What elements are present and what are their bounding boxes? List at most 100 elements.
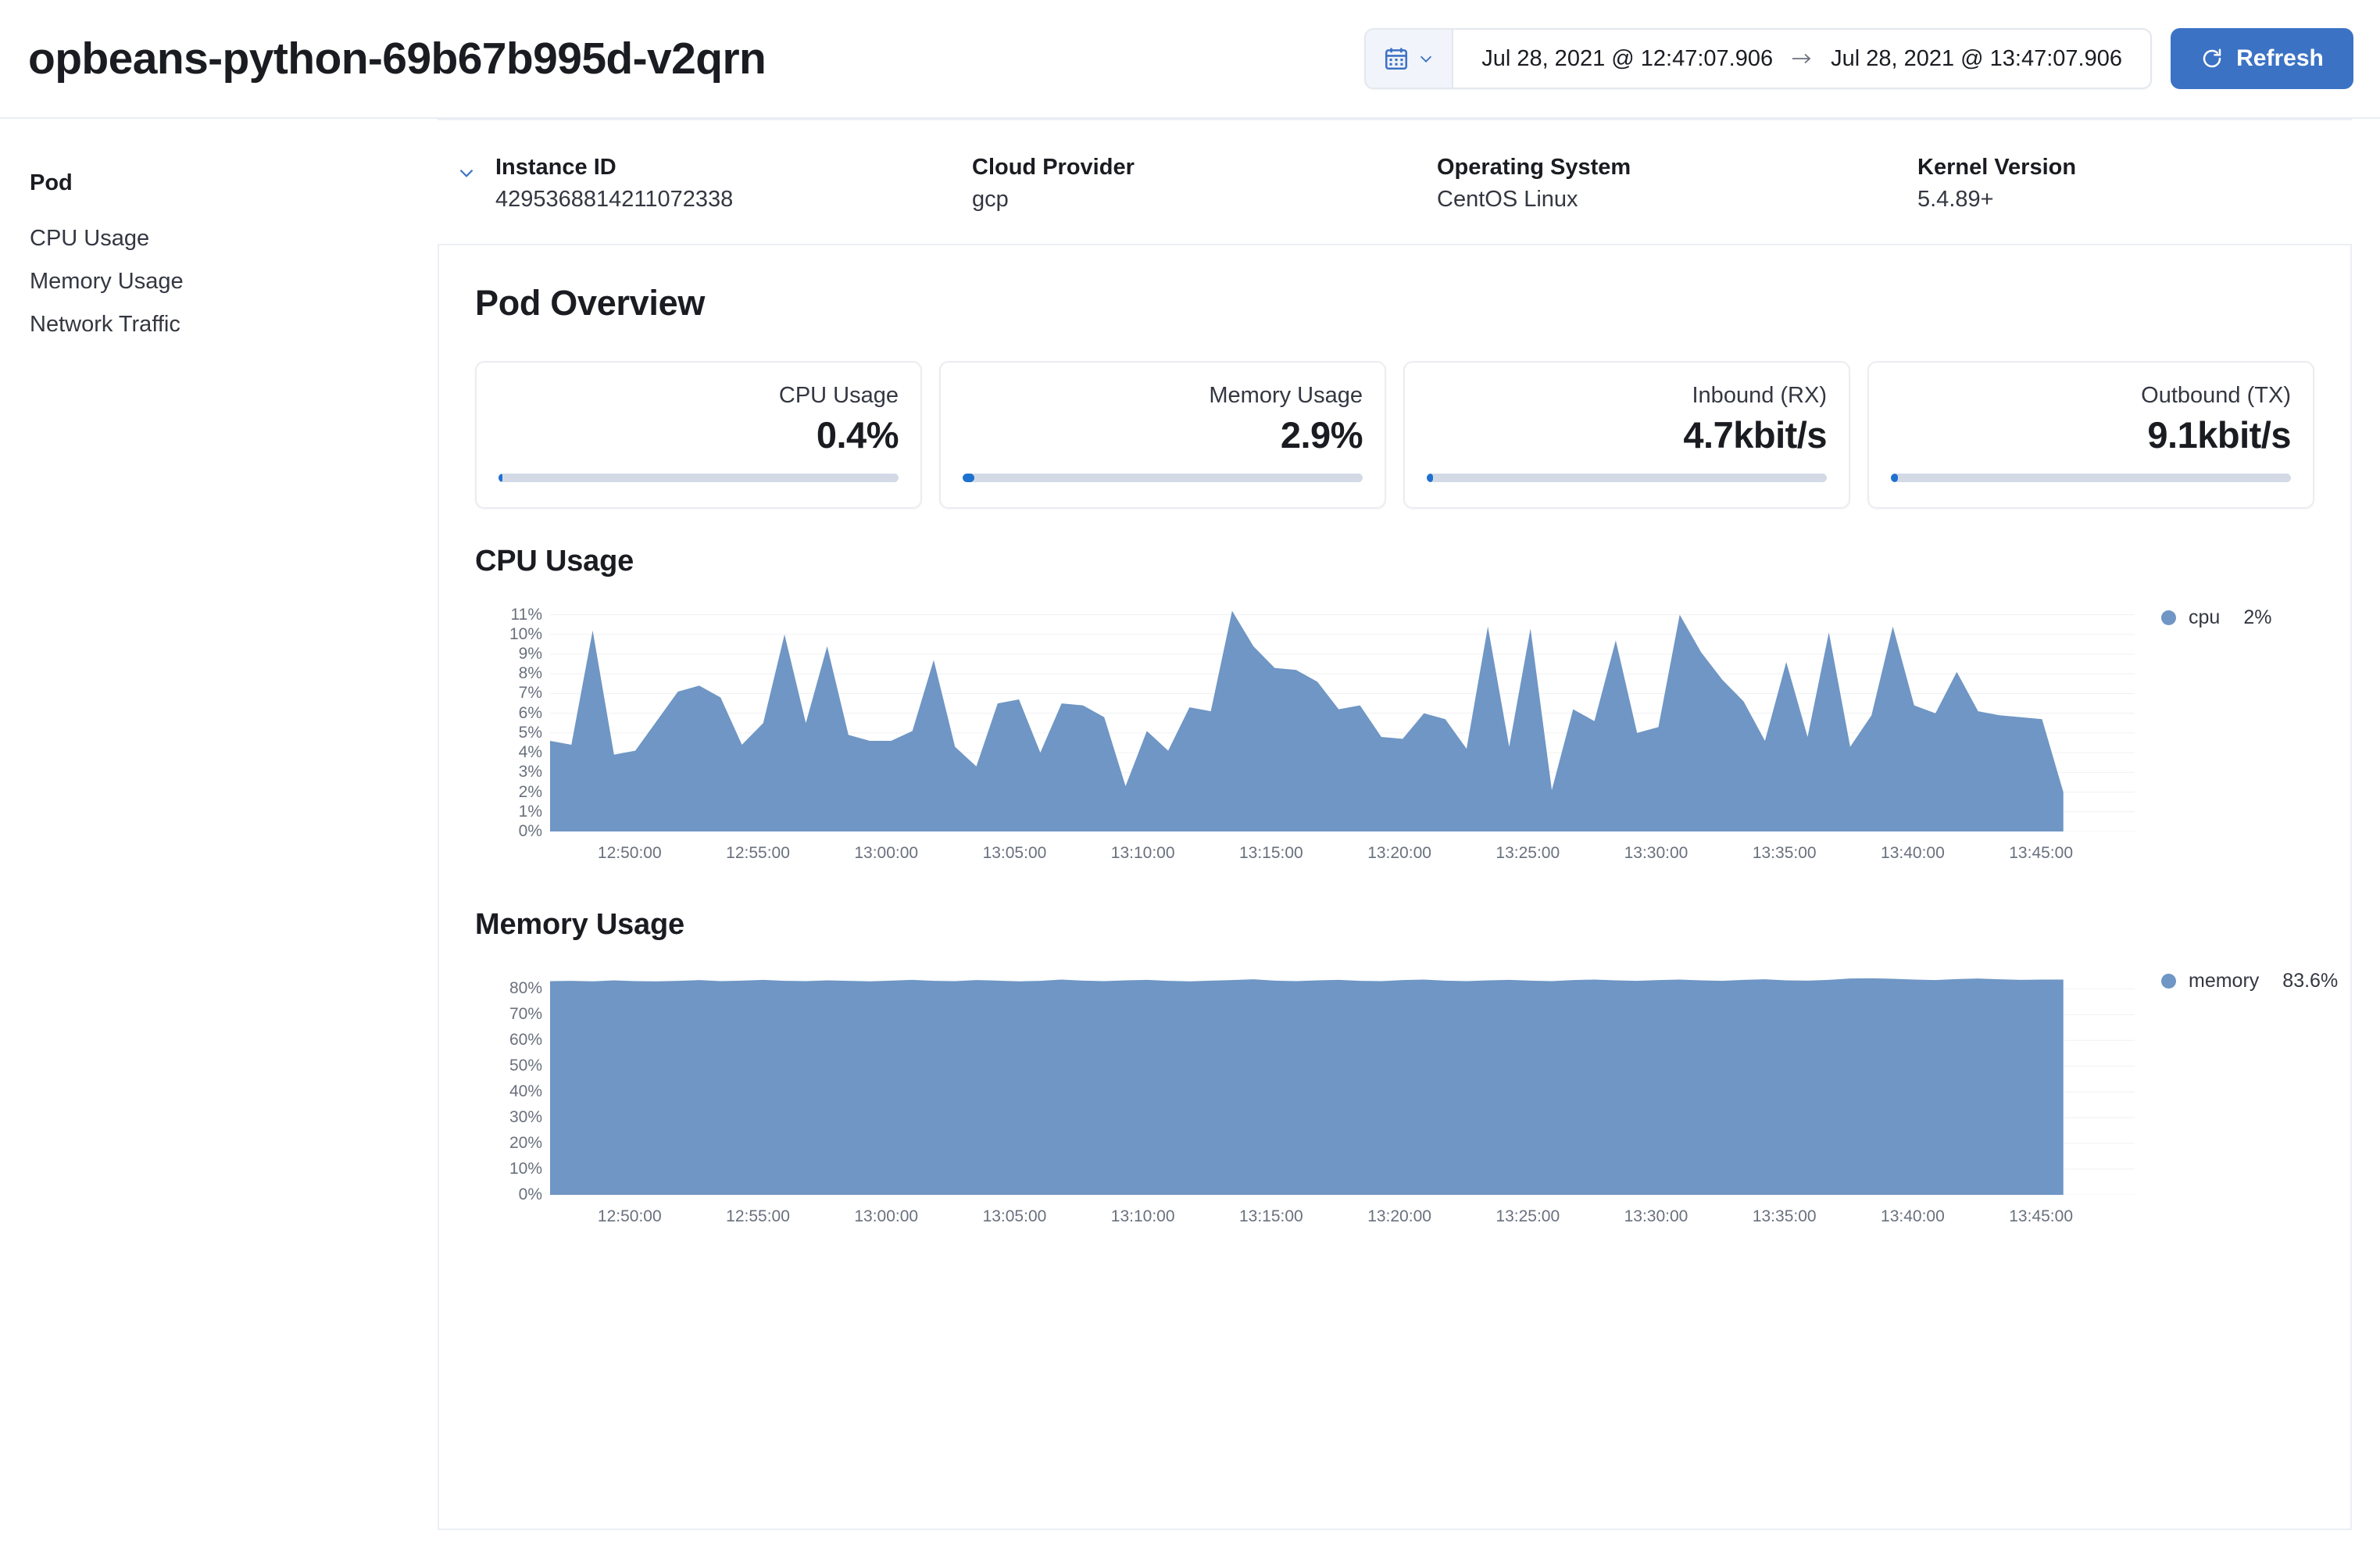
area-series-cpu [550, 610, 2064, 831]
chart-cpu-legend[interactable]: cpu 2% [2135, 605, 2314, 872]
y-axis-tick-label: 80% [509, 979, 542, 998]
date-range-end[interactable]: Jul 28, 2021 @ 13:47:07.906 [1831, 45, 2122, 71]
x-axis-tick-label: 13:15:00 [1238, 844, 1303, 862]
y-axis-tick-label: 20% [509, 1134, 542, 1153]
chart-memory-y-axis: 0% 10% 20% 30% 40% 50% 60% 70% 80% [475, 968, 550, 1203]
x-axis-tick-label: 13:25:00 [1496, 844, 1560, 862]
metric-value: 2.9% [1280, 414, 1363, 456]
x-axis-tick-label: 13:20:00 [1367, 1207, 1431, 1225]
legend-series-name: cpu [2189, 606, 2221, 628]
chart-block-cpu: CPU Usage 0% 1% 2% 3% 4% 5% 6% 7% 8% 9% 10% 11% 12:… [475, 545, 2314, 872]
x-axis-tick-label: 13:35:00 [1752, 844, 1817, 862]
y-axis-tick-label: 10% [509, 624, 542, 643]
x-axis-tick-label: 13:10:00 [1110, 844, 1175, 862]
x-axis-tick-label: 13:25:00 [1496, 1207, 1560, 1225]
metadata-value: CentOS Linux [1437, 187, 1578, 212]
x-axis-tick-label: 13:15:00 [1238, 1207, 1303, 1225]
metric-label: Outbound (TX) [2141, 383, 2291, 408]
y-axis-tick-label: 11% [510, 605, 542, 624]
legend-series-value: 83.6% [2282, 970, 2339, 992]
metric-progress-bar [1427, 474, 1827, 482]
y-axis-tick-label: 2% [518, 782, 542, 801]
metadata-field-operating-system: Operating System CentOS Linux [1437, 155, 1917, 213]
chart-memory-legend[interactable]: memory 83.6% [2135, 968, 2338, 1236]
metadata-field-instance-id: Instance ID 4295368814211072338 [495, 155, 972, 213]
metadata-panel: Instance ID 4295368814211072338 Cloud Pr… [438, 119, 2352, 245]
metric-label: Memory Usage [1209, 383, 1363, 408]
metric-card-cpu-usage[interactable]: CPU Usage 0.4% [475, 361, 922, 509]
metric-label: CPU Usage [778, 383, 899, 408]
pod-overview-card: Pod Overview CPU Usage 0.4% Memory Usage… [438, 245, 2352, 1530]
date-quick-select-button[interactable] [1366, 30, 1454, 88]
page-body: Pod CPU Usage Memory Usage Network Traff… [0, 119, 2380, 1552]
metadata-value: 4295368814211072338 [495, 187, 734, 212]
chart-title-memory: Memory Usage [475, 908, 684, 941]
sidebar-item-network-traffic[interactable]: Network Traffic [30, 312, 180, 337]
y-axis-tick-label: 30% [509, 1108, 542, 1127]
y-axis-tick-label: 10% [509, 1160, 542, 1178]
x-axis-tick-label: 13:20:00 [1367, 844, 1431, 862]
metadata-value: gcp [972, 187, 1009, 212]
legend-color-dot [2161, 610, 2176, 625]
main-content: Instance ID 4295368814211072338 Cloud Pr… [438, 119, 2380, 1552]
date-range-start[interactable]: Jul 28, 2021 @ 12:47:07.906 [1481, 45, 1774, 71]
legend-series-name: memory [2189, 970, 2260, 992]
refresh-button[interactable]: Refresh [2171, 28, 2353, 89]
chart-cpu[interactable]: 0% 1% 2% 3% 4% 5% 6% 7% 8% 9% 10% 11% 12:50:00 12:55… [475, 605, 2314, 872]
x-axis-tick-label: 13:45:00 [2009, 1207, 2073, 1225]
y-axis-tick-label: 7% [518, 684, 542, 703]
chevron-down-icon [456, 163, 477, 183]
y-axis-tick-label: 50% [509, 1057, 542, 1075]
metadata-label: Kernel Version [1917, 155, 2077, 180]
x-axis-tick-label: 12:50:00 [597, 844, 662, 862]
x-axis-tick-label: 13:35:00 [1752, 1207, 1817, 1225]
x-axis-tick-label: 13:05:00 [982, 844, 1047, 862]
metric-card-inbound-rx[interactable]: Inbound (RX) 4.7kbit/s [1403, 361, 1850, 509]
y-axis-tick-label: 6% [518, 703, 542, 722]
metadata-label: Cloud Provider [972, 155, 1135, 180]
x-axis-tick-label: 13:30:00 [1624, 1207, 1689, 1225]
legend-color-dot [2161, 974, 2176, 989]
page-title: opbeans-python-69b67b995d-v2qrn [28, 34, 767, 84]
y-axis-tick-label: 4% [518, 743, 542, 762]
metric-value: 4.7kbit/s [1683, 414, 1827, 456]
x-axis-tick-label: 13:10:00 [1110, 1207, 1175, 1225]
metadata-field-cloud-provider: Cloud Provider gcp [972, 155, 1437, 213]
x-axis-tick-label: 12:50:00 [597, 1207, 662, 1225]
date-range-picker[interactable]: Jul 28, 2021 @ 12:47:07.906 Jul 28, 2021… [1364, 28, 2152, 89]
y-axis-tick-label: 0% [518, 1185, 542, 1203]
metric-progress-bar [499, 474, 899, 482]
y-axis-tick-label: 9% [518, 645, 542, 663]
chart-memory-plot[interactable] [550, 968, 2135, 1195]
metric-card-outbound-tx[interactable]: Outbound (TX) 9.1kbit/s [1867, 361, 2314, 509]
metadata-value: 5.4.89+ [1917, 187, 1994, 212]
chart-memory[interactable]: 0% 10% 20% 30% 40% 50% 60% 70% 80% 12:50:00 12:55… [475, 968, 2338, 1236]
chart-memory-x-axis: 12:50:00 12:55:00 13:00:00 13:05:00 13:10:00… [550, 1195, 2135, 1236]
chart-cpu-y-axis: 0% 1% 2% 3% 4% 5% 6% 7% 8% 9% 10% 11% [475, 605, 550, 840]
metadata-collapse-toggle[interactable] [438, 155, 495, 183]
x-axis-tick-label: 13:40:00 [1881, 1207, 1945, 1225]
sidebar-nav: Pod CPU Usage Memory Usage Network Traff… [0, 119, 438, 1552]
page-section-title: Pod Overview [475, 283, 706, 323]
y-axis-tick-label: 8% [518, 664, 542, 683]
arrow-right-icon [1790, 50, 1814, 67]
x-axis-tick-label: 13:00:00 [854, 844, 919, 862]
calendar-icon [1383, 45, 1410, 72]
x-axis-tick-label: 13:00:00 [854, 1207, 919, 1225]
metric-progress-bar [963, 474, 1363, 482]
chevron-down-icon [1417, 50, 1435, 67]
refresh-label: Refresh [2236, 45, 2324, 71]
sidebar-item-cpu-usage[interactable]: CPU Usage [30, 226, 150, 251]
metric-value: 0.4% [816, 414, 899, 456]
chart-cpu-plot[interactable] [550, 605, 2135, 831]
metric-value: 9.1kbit/s [2147, 414, 2291, 456]
metadata-fields: Instance ID 4295368814211072338 Cloud Pr… [495, 155, 2352, 213]
date-range-display[interactable]: Jul 28, 2021 @ 12:47:07.906 Jul 28, 2021… [1453, 30, 2150, 88]
metric-progress-bar [1891, 474, 2291, 482]
sidebar-item-memory-usage[interactable]: Memory Usage [30, 269, 184, 294]
area-series-memory [550, 978, 2064, 1195]
app-header: opbeans-python-69b67b995d-v2qrn [0, 0, 2380, 119]
y-axis-tick-label: 3% [518, 763, 542, 781]
metric-card-memory-usage[interactable]: Memory Usage 2.9% [939, 361, 1386, 509]
metadata-label: Instance ID [495, 155, 616, 180]
